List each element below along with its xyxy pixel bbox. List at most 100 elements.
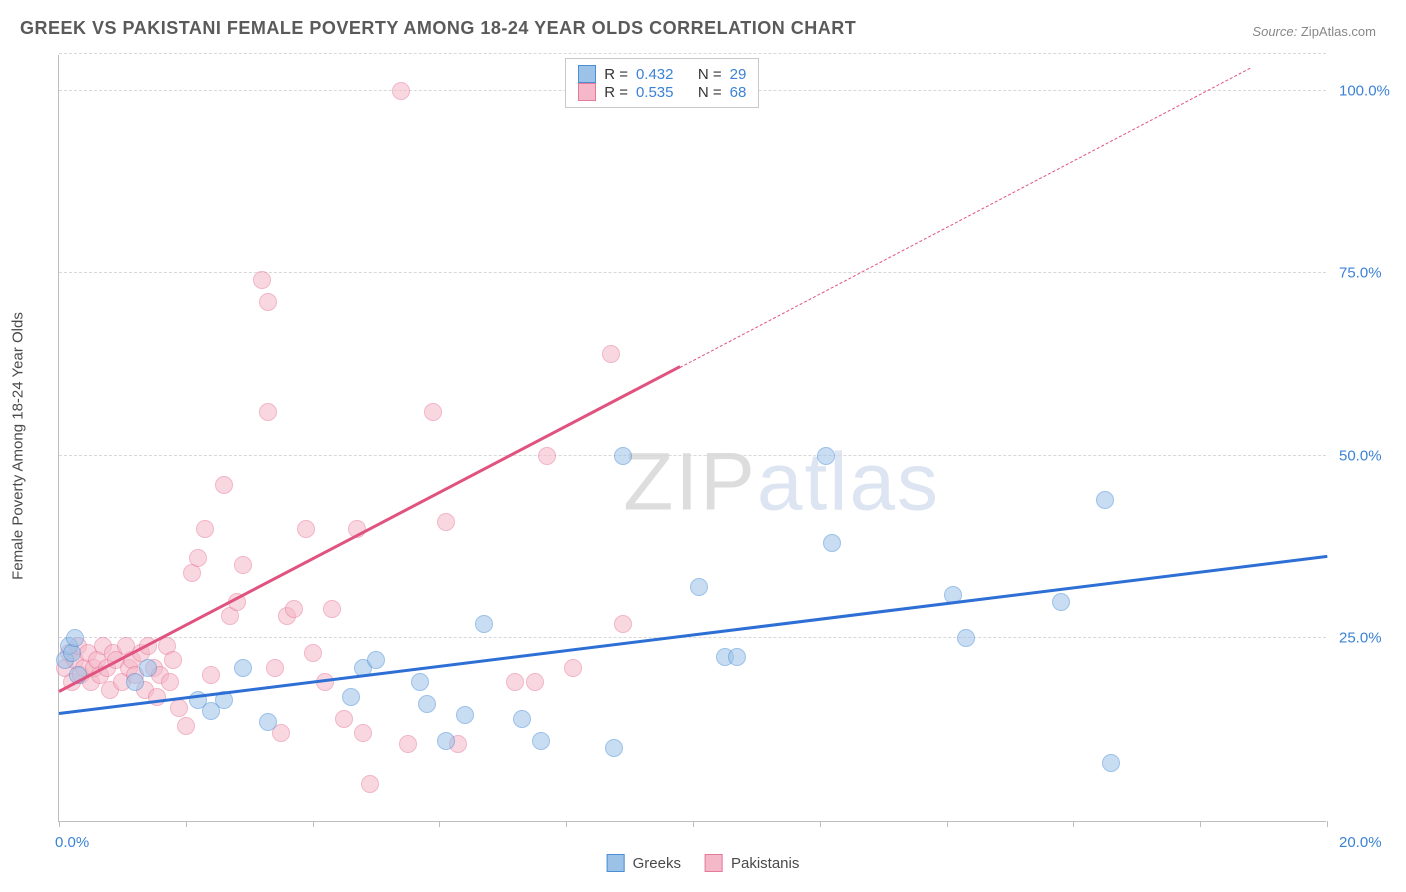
source-attribution: Source: ZipAtlas.com — [1252, 24, 1376, 39]
swatch-greeks — [607, 854, 625, 872]
data-point — [285, 600, 303, 618]
y-axis-label: Female Poverty Among 18-24 Year Olds — [10, 312, 27, 580]
source-label: Source: — [1252, 24, 1297, 39]
data-point — [437, 732, 455, 750]
x-tick — [59, 821, 60, 827]
r-value-pakistanis: 0.535 — [636, 84, 674, 101]
data-point — [202, 666, 220, 684]
y-tick-label: 100.0% — [1339, 82, 1390, 99]
n-value-pakistanis: 68 — [730, 84, 747, 101]
data-point — [126, 673, 144, 691]
x-tick — [566, 821, 567, 827]
gridline — [59, 272, 1326, 273]
x-tick — [313, 821, 314, 827]
data-point — [161, 673, 179, 691]
y-tick-label: 50.0% — [1339, 447, 1382, 464]
n-value-greeks: 29 — [730, 66, 747, 83]
watermark: ZIPatlas — [623, 436, 940, 530]
r-label: R = — [604, 84, 628, 101]
legend-label-greeks: Greeks — [633, 855, 681, 872]
data-point — [614, 615, 632, 633]
legend-series: Greeks Pakistanis — [607, 854, 800, 872]
data-point — [234, 556, 252, 574]
data-point — [259, 713, 277, 731]
data-point — [399, 735, 417, 753]
data-point — [215, 476, 233, 494]
watermark-rest: atlas — [757, 437, 940, 528]
x-tick-label: 20.0% — [1339, 834, 1382, 851]
n-label: N = — [698, 66, 722, 83]
data-point — [354, 724, 372, 742]
x-tick — [439, 821, 440, 827]
legend-label-pakistanis: Pakistanis — [731, 855, 799, 872]
data-point — [266, 659, 284, 677]
data-point — [456, 706, 474, 724]
data-point — [418, 695, 436, 713]
n-label: N = — [698, 84, 722, 101]
legend-row-greeks: R = 0.432 N = 29 — [578, 65, 746, 83]
y-tick-label: 75.0% — [1339, 265, 1382, 282]
gridline — [59, 53, 1326, 54]
x-tick-label: 0.0% — [55, 834, 89, 851]
legend-item-greeks: Greeks — [607, 854, 681, 872]
data-point — [234, 659, 252, 677]
data-point — [259, 293, 277, 311]
data-point — [411, 673, 429, 691]
data-point — [342, 688, 360, 706]
data-point — [253, 271, 271, 289]
data-point — [139, 659, 157, 677]
data-point — [392, 82, 410, 100]
x-tick — [1200, 821, 1201, 827]
data-point — [506, 673, 524, 691]
data-point — [1102, 754, 1120, 772]
swatch-greeks — [578, 65, 596, 83]
x-tick — [693, 821, 694, 827]
chart-container: GREEK VS PAKISTANI FEMALE POVERTY AMONG … — [0, 0, 1406, 892]
legend-row-pakistanis: R = 0.535 N = 68 — [578, 83, 746, 101]
plot-area: ZIPatlas 25.0%50.0%75.0%100.0%0.0%20.0% — [58, 55, 1326, 822]
data-point — [690, 578, 708, 596]
trend-line — [680, 68, 1251, 368]
x-tick — [1073, 821, 1074, 827]
x-tick — [1327, 821, 1328, 827]
data-point — [297, 520, 315, 538]
gridline — [59, 637, 1326, 638]
data-point — [196, 520, 214, 538]
x-tick — [820, 821, 821, 827]
data-point — [1096, 491, 1114, 509]
data-point — [361, 775, 379, 793]
data-point — [564, 659, 582, 677]
chart-title: GREEK VS PAKISTANI FEMALE POVERTY AMONG … — [20, 18, 856, 39]
data-point — [259, 403, 277, 421]
gridline — [59, 455, 1326, 456]
data-point — [605, 739, 623, 757]
legend-correlation: R = 0.432 N = 29 R = 0.535 N = 68 — [565, 58, 759, 108]
legend-item-pakistanis: Pakistanis — [705, 854, 799, 872]
data-point — [614, 447, 632, 465]
data-point — [437, 513, 455, 531]
y-tick-label: 25.0% — [1339, 630, 1382, 647]
data-point — [602, 345, 620, 363]
data-point — [323, 600, 341, 618]
data-point — [164, 651, 182, 669]
data-point — [367, 651, 385, 669]
data-point — [304, 644, 322, 662]
r-label: R = — [604, 66, 628, 83]
data-point — [526, 673, 544, 691]
r-value-greeks: 0.432 — [636, 66, 674, 83]
swatch-pakistanis — [578, 83, 596, 101]
data-point — [177, 717, 195, 735]
data-point — [335, 710, 353, 728]
watermark-bold: ZIP — [623, 437, 757, 528]
data-point — [532, 732, 550, 750]
data-point — [66, 629, 84, 647]
data-point — [1052, 593, 1070, 611]
data-point — [538, 447, 556, 465]
trend-line — [58, 365, 681, 693]
data-point — [170, 699, 188, 717]
data-point — [189, 549, 207, 567]
data-point — [823, 534, 841, 552]
data-point — [475, 615, 493, 633]
x-tick — [186, 821, 187, 827]
data-point — [424, 403, 442, 421]
